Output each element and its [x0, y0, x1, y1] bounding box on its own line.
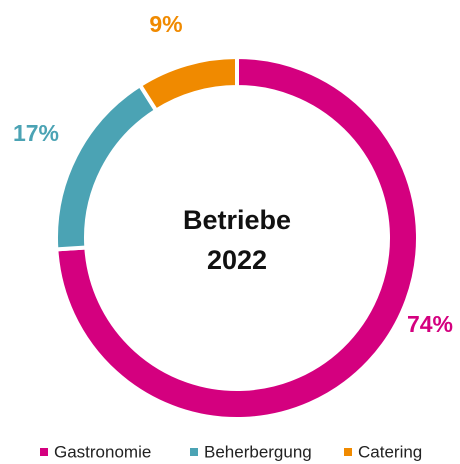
legend-label: Catering: [358, 442, 422, 461]
donut-segment: [137, 54, 239, 114]
value-label: 9%: [149, 11, 182, 37]
center-text: 2022: [207, 245, 267, 275]
center-text: Betriebe: [183, 205, 291, 235]
value-label: 74%: [407, 311, 453, 337]
donut-segment: [54, 54, 420, 421]
legend-label: Gastronomie: [54, 442, 151, 461]
legend-swatch: [40, 448, 48, 456]
donut-segment: [54, 82, 159, 252]
legend-label: Beherbergung: [204, 442, 312, 461]
value-label: 17%: [13, 120, 59, 146]
legend-swatch: [190, 448, 198, 456]
legend-swatch: [344, 448, 352, 456]
